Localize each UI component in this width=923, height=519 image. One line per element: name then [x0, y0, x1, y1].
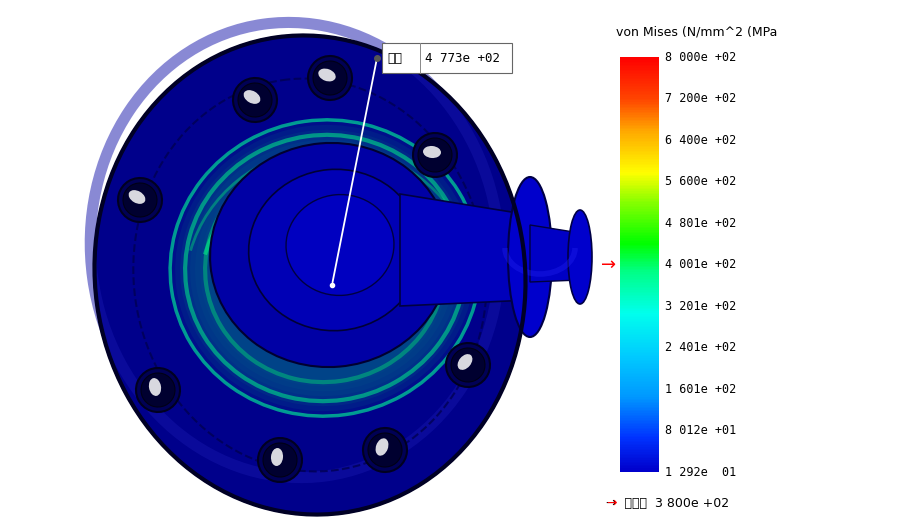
Ellipse shape [363, 428, 407, 472]
Ellipse shape [318, 69, 336, 81]
Ellipse shape [418, 138, 452, 172]
Text: von Mises (N/mm^2 (MPa: von Mises (N/mm^2 (MPa [616, 26, 777, 39]
Text: 4 001e +02: 4 001e +02 [665, 258, 737, 271]
Ellipse shape [271, 448, 283, 466]
Ellipse shape [508, 177, 552, 337]
Ellipse shape [413, 133, 457, 177]
Text: →  屈服力  3 800e +02: → 屈服力 3 800e +02 [606, 497, 729, 510]
Ellipse shape [368, 433, 402, 467]
Ellipse shape [423, 146, 441, 158]
Ellipse shape [238, 83, 272, 117]
Ellipse shape [446, 343, 490, 387]
Ellipse shape [308, 56, 352, 100]
Text: 7 200e +02: 7 200e +02 [665, 92, 737, 105]
Text: 8 000e +02: 8 000e +02 [665, 50, 737, 64]
Text: →: → [601, 256, 616, 274]
Ellipse shape [376, 439, 389, 456]
Text: 1 292e  01: 1 292e 01 [665, 466, 737, 479]
Text: 最大: 最大 [387, 51, 402, 64]
Text: 2 401e +02: 2 401e +02 [665, 341, 737, 354]
Ellipse shape [186, 135, 465, 401]
Text: 6 400e +02: 6 400e +02 [665, 133, 737, 147]
Ellipse shape [123, 183, 157, 217]
Ellipse shape [313, 61, 347, 95]
Text: 8 012e +01: 8 012e +01 [665, 424, 737, 438]
Ellipse shape [244, 90, 260, 104]
Polygon shape [530, 225, 580, 282]
Text: 1 601e +02: 1 601e +02 [665, 383, 737, 396]
Ellipse shape [210, 143, 450, 367]
Ellipse shape [286, 195, 394, 295]
Text: →: → [606, 497, 617, 510]
Ellipse shape [233, 78, 277, 122]
Ellipse shape [141, 373, 175, 407]
Polygon shape [400, 194, 530, 306]
FancyBboxPatch shape [382, 43, 512, 73]
Ellipse shape [568, 210, 592, 304]
Text: 3 201e +02: 3 201e +02 [665, 299, 737, 313]
Ellipse shape [263, 443, 297, 477]
Ellipse shape [94, 35, 525, 514]
Ellipse shape [118, 178, 162, 222]
Ellipse shape [248, 169, 422, 331]
Ellipse shape [175, 125, 474, 411]
Ellipse shape [258, 438, 302, 482]
Ellipse shape [180, 130, 470, 406]
Ellipse shape [136, 368, 180, 412]
Text: 5 600e +02: 5 600e +02 [665, 175, 737, 188]
Ellipse shape [128, 190, 145, 204]
Ellipse shape [451, 348, 485, 382]
Ellipse shape [458, 354, 473, 370]
Ellipse shape [170, 120, 480, 416]
Ellipse shape [149, 378, 162, 396]
Text: 4 773e +02: 4 773e +02 [425, 51, 500, 64]
Text: 4 801e +02: 4 801e +02 [665, 216, 737, 230]
